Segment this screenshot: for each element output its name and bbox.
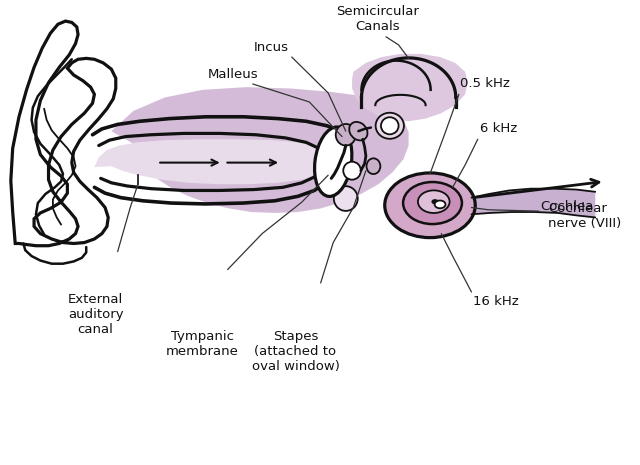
Text: External
auditory
canal: External auditory canal	[68, 293, 124, 336]
Polygon shape	[352, 54, 468, 121]
Text: Incus: Incus	[254, 41, 289, 54]
Circle shape	[431, 199, 438, 204]
Polygon shape	[472, 189, 595, 218]
Ellipse shape	[376, 113, 404, 139]
Ellipse shape	[336, 124, 356, 146]
Text: Stapes
(attached to
oval window): Stapes (attached to oval window)	[252, 330, 339, 373]
Text: 6 kHz: 6 kHz	[480, 122, 518, 135]
Polygon shape	[111, 87, 408, 213]
Ellipse shape	[381, 117, 399, 134]
Circle shape	[385, 173, 476, 238]
Text: Semicircular
Canals: Semicircular Canals	[336, 5, 419, 33]
Ellipse shape	[349, 122, 367, 140]
Ellipse shape	[334, 186, 358, 211]
Ellipse shape	[315, 127, 352, 196]
Ellipse shape	[367, 159, 380, 174]
Polygon shape	[11, 21, 116, 246]
Text: Cochlea: Cochlea	[541, 200, 594, 213]
Circle shape	[435, 200, 445, 208]
Polygon shape	[94, 139, 335, 184]
Text: Tympanic
membrane: Tympanic membrane	[166, 330, 239, 358]
Text: Malleus: Malleus	[207, 68, 258, 81]
Circle shape	[418, 190, 450, 213]
Text: 0.5 kHz: 0.5 kHz	[460, 77, 510, 90]
Circle shape	[403, 182, 462, 224]
Text: Cochlear
nerve (VIII): Cochlear nerve (VIII)	[548, 202, 621, 230]
Ellipse shape	[343, 162, 361, 179]
Text: 16 kHz: 16 kHz	[473, 295, 518, 308]
